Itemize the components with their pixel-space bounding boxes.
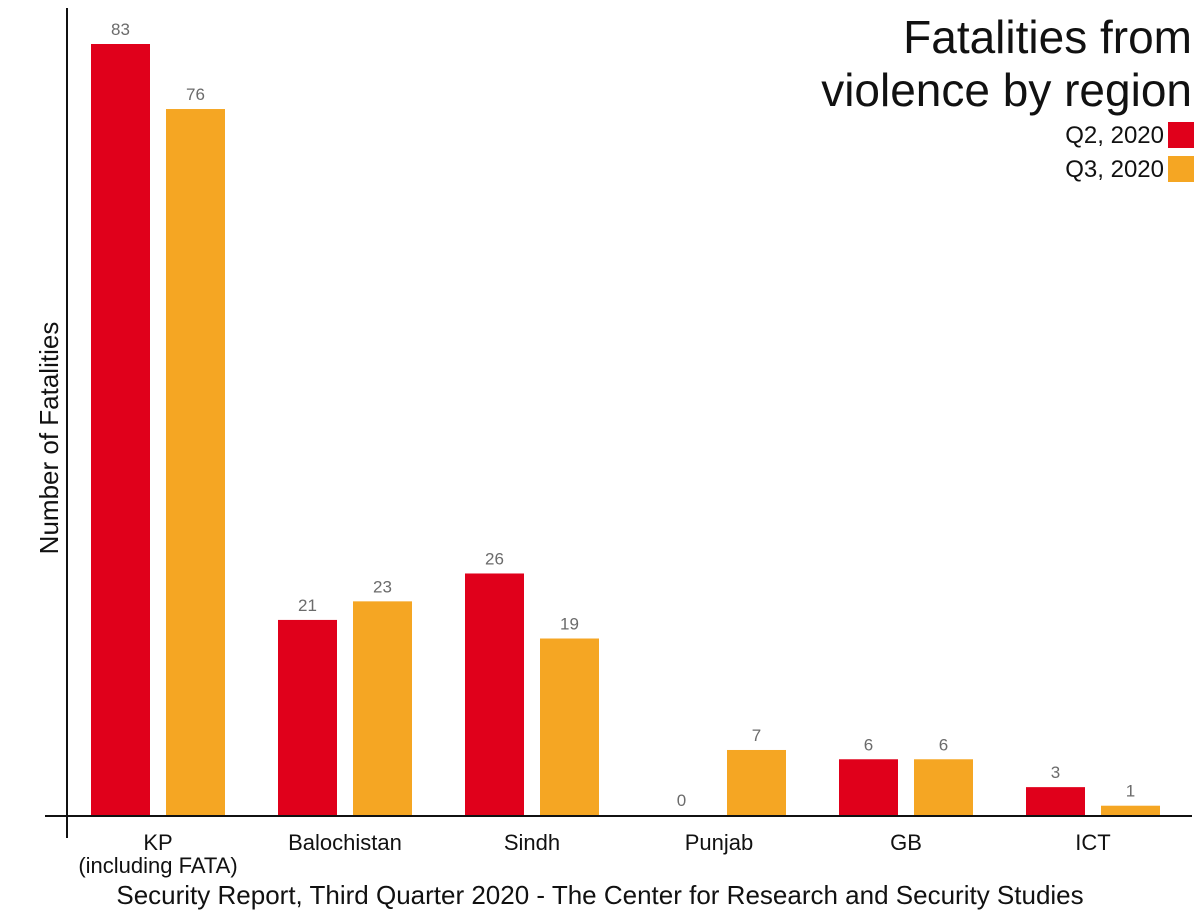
legend-label-q3: Q3, 2020 [1065,156,1164,183]
value-label-3-series-1: 7 [752,726,761,745]
bar-3-series-1 [727,749,786,815]
legend-label-q2: Q2, 2020 [1065,122,1164,149]
legend-swatch-q2 [1168,122,1194,148]
bar-2-series-0 [465,573,524,815]
value-label-0-series-1: 76 [186,85,205,104]
bar-1-series-0 [278,619,337,815]
category-label-2: Sindh [504,830,560,855]
bar-1-series-1 [353,601,412,815]
category-labels-layer: KP(including FATA) Balochistan Sindh Punjab… [78,830,1110,878]
bar-4-series-1 [914,759,973,815]
value-label-2-series-1: 19 [560,615,579,634]
bar-5-series-1 [1101,805,1160,815]
chart-title-line-2: violence by region [821,64,1192,116]
bar-0-series-0 [91,44,150,815]
value-label-5-series-1: 1 [1126,782,1135,801]
value-label-2-series-0: 26 [485,549,504,568]
bar-0-series-1 [166,109,225,815]
value-label-1-series-0: 21 [298,596,317,615]
category-label-0-line-1: (including FATA) [78,853,237,878]
value-label-5-series-0: 3 [1051,763,1060,782]
value-label-0-series-0: 83 [111,20,130,39]
value-label-4-series-1: 6 [939,735,948,754]
y-axis-label: Number of Fatalities [34,322,64,555]
value-label-3-series-0: 0 [677,791,686,810]
bar-2-series-1 [540,638,599,815]
category-label-0: KP [143,830,172,855]
chart-title-line-1: Fatalities from [903,11,1192,63]
bar-5-series-0 [1026,787,1085,815]
chart-title: Fatalities from violence by region [821,11,1192,116]
value-label-1-series-1: 23 [373,577,392,596]
legend: Q2, 2020 Q3, 2020 [1065,122,1194,183]
category-label-5: ICT [1075,830,1110,855]
legend-swatch-q3 [1168,156,1194,182]
category-label-1: Balochistan [288,830,402,855]
source-caption: Security Report, Third Quarter 2020 - Th… [116,880,1083,910]
category-label-4: GB [890,830,922,855]
value-label-4-series-0: 6 [864,735,873,754]
bar-4-series-0 [839,759,898,815]
category-label-3: Punjab [685,830,754,855]
bars-layer [91,44,1160,815]
